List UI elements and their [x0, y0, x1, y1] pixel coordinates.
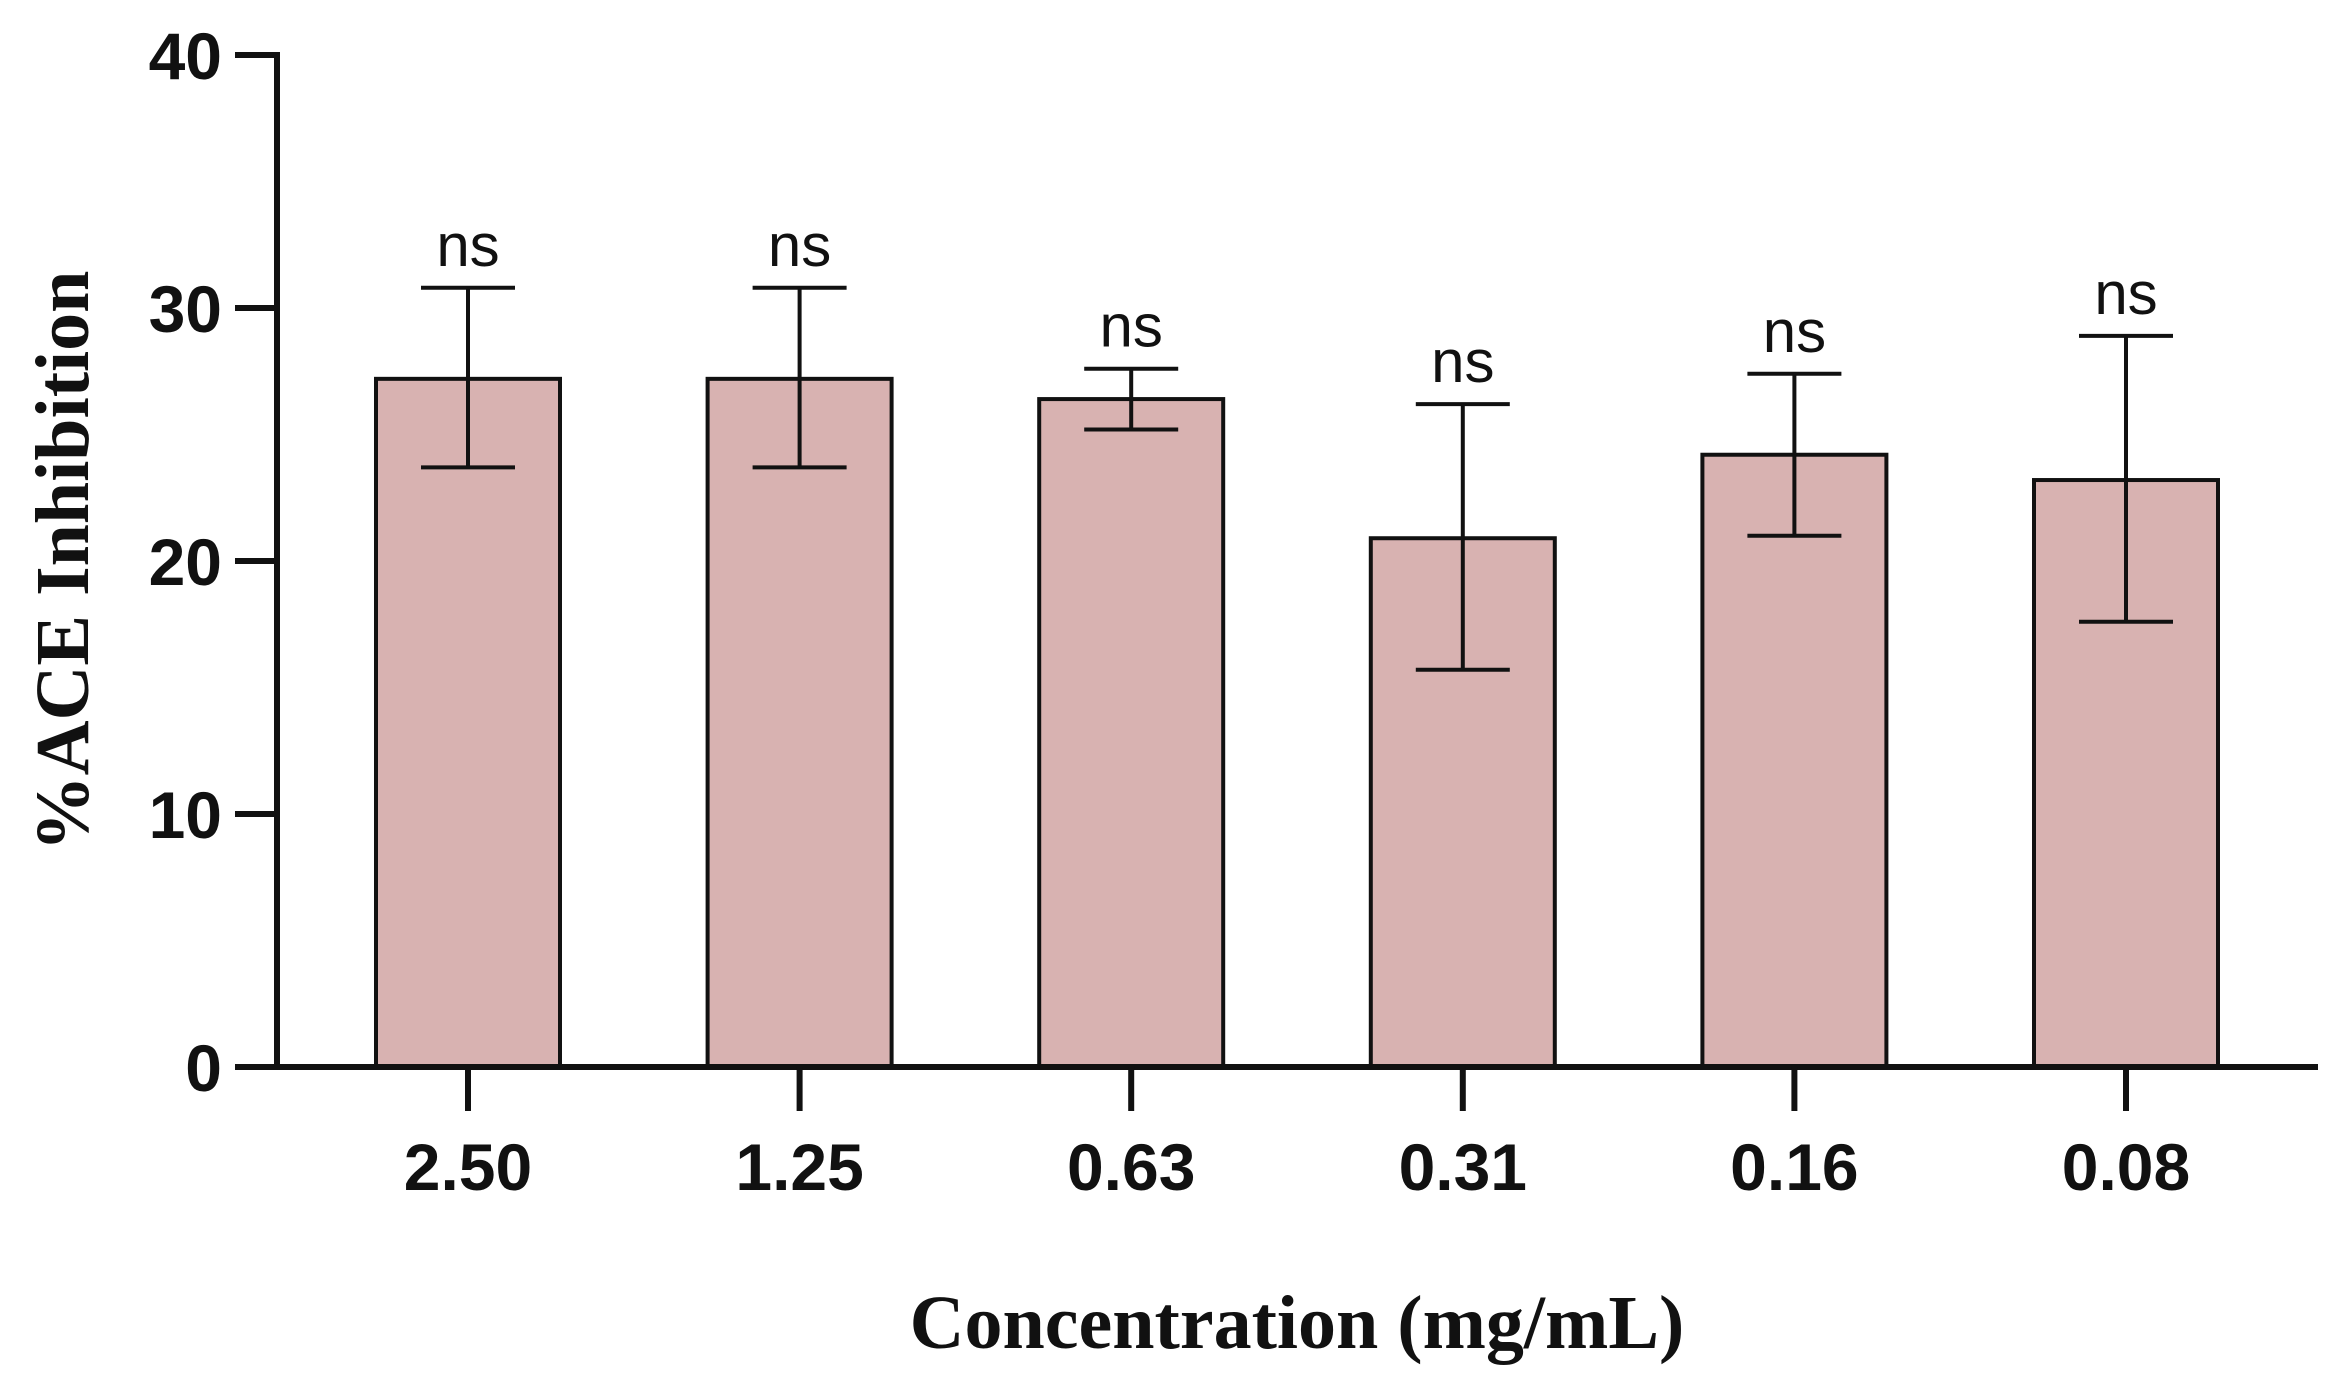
annotation-0.63: ns: [1100, 293, 1163, 360]
y-tick-label-0: 0: [185, 1031, 222, 1105]
x-axis-title: Concentration (mg/mL): [910, 1281, 1685, 1365]
x-tick-label-0.08: 0.08: [2062, 1130, 2190, 1204]
y-tick-label-30: 30: [149, 272, 222, 346]
y-ticks-layer: 0 10 20 30 40: [149, 19, 277, 1105]
bar-2.50: [374, 376, 562, 1069]
annotations-layer: ns ns ns ns ns ns: [436, 212, 2157, 395]
error-bars-layer: [421, 285, 2173, 672]
x-tick-label-0.31: 0.31: [1399, 1130, 1527, 1204]
y-tick-label-20: 20: [149, 525, 222, 599]
y-tick-label-10: 10: [149, 778, 222, 852]
bar-1.25: [705, 376, 894, 1069]
x-tick-label-0.16: 0.16: [1730, 1130, 1858, 1204]
annotation-0.31: ns: [1431, 328, 1494, 395]
x-tick-label-2.50: 2.50: [404, 1130, 532, 1204]
bars-layer: [374, 376, 2220, 1070]
annotation-0.08: ns: [2094, 260, 2157, 327]
annotation-0.16: ns: [1763, 298, 1826, 365]
y-axis-title: %ACE Inhibition: [21, 271, 105, 852]
y-tick-label-40: 40: [149, 19, 222, 93]
x-tick-label-0.63: 0.63: [1067, 1130, 1195, 1204]
bar-0.16: [1700, 452, 1889, 1069]
x-ticks-layer: 2.50 1.25 0.63 0.31 0.16 0.08: [404, 1067, 2190, 1204]
annotation-2.50: ns: [436, 212, 499, 279]
x-tick-label-1.25: 1.25: [735, 1130, 863, 1204]
bar-0.63: [1037, 397, 1226, 1069]
annotation-1.25: ns: [768, 212, 831, 279]
